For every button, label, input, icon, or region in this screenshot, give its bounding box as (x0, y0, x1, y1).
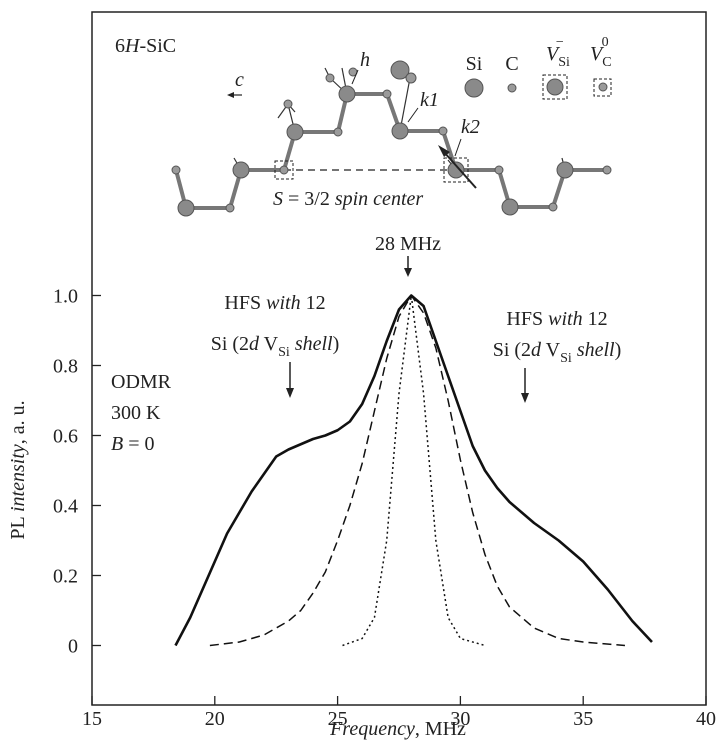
spin-arrow (438, 145, 477, 189)
atom-legend-icon (546, 78, 564, 96)
hfs-part: d (249, 333, 260, 355)
spin-part: S (273, 188, 283, 210)
hfs-part: with (548, 308, 582, 330)
hfs-part: V (259, 333, 279, 355)
hfs-part: Si (278, 345, 290, 360)
vsi-part: Si (558, 55, 570, 70)
spin-part: = 3/2 (283, 188, 335, 210)
atom-legend-label: VSi − (546, 35, 570, 70)
x-tick-label: 30 (450, 708, 470, 730)
axis-label: c (235, 69, 244, 91)
hfs-part: with (266, 292, 300, 314)
hfs-part: HFS (506, 308, 548, 330)
y-label-part: , a. u. (7, 400, 29, 444)
hfs-part: ) (615, 339, 622, 361)
condition-label: B = 0 (111, 433, 155, 455)
vc-part: V (590, 43, 605, 65)
atom-legend-label: Si (466, 53, 483, 75)
plot-area: 15 20 25 30 35 40 0 0.2 0.4 0.6 0.8 1.0 (53, 11, 716, 730)
atoms (171, 60, 612, 217)
plot-frame (91, 11, 707, 706)
hfs-label: Si (2d VSi shell) (211, 333, 340, 360)
arrow (404, 256, 412, 277)
hfs-part: 12 (301, 292, 326, 314)
y-label-part: PL (7, 512, 29, 540)
vacancy-box (274, 160, 294, 180)
material-part: 6 (115, 35, 125, 57)
hfs-part: d (531, 339, 542, 361)
spin-label: S = 3/2 spin center (273, 188, 423, 210)
material-part: -SiC (139, 35, 176, 57)
x-tick-label: 15 (82, 708, 102, 730)
atom-legend-label: VC 0 (590, 35, 612, 70)
inset: 6H-SiC c h k1 k2 S = 3/2 spin center Si … (115, 35, 612, 217)
hfs-part: Si (2 (493, 339, 531, 361)
x-tick-label: 40 (696, 708, 716, 730)
y-tick-label: 0.4 (53, 496, 78, 518)
arrow (286, 362, 294, 398)
site-pointers (351, 69, 462, 157)
site-label: k1 (420, 89, 439, 111)
hfs-label: Si (2d VSi shell) (493, 339, 622, 366)
y-tick-label: 0.8 (53, 356, 78, 378)
atom-legend-label: C (505, 53, 518, 75)
hfs-part: HFS (224, 292, 266, 314)
y-axis-label: PL intensity, a. u. (7, 400, 29, 539)
x-label-part: , MHz (415, 718, 466, 740)
hfs-part: shell (577, 339, 615, 361)
spin-part: spin center (335, 188, 424, 210)
hfs-label: HFS with 12 (506, 308, 607, 330)
hfs-part: 12 (583, 308, 608, 330)
x-axis-label: Frequency, MHz (329, 718, 466, 740)
condition-part: B (111, 433, 123, 455)
vacancy-box (443, 157, 469, 183)
y-tick-label: 0 (68, 636, 78, 658)
axis-arrow (227, 92, 242, 98)
data-line (209, 294, 626, 647)
vc-part: 0 (602, 35, 609, 50)
condition-label: 300 K (111, 402, 161, 424)
y-tick-label: 0.6 (53, 426, 78, 448)
material-part: H (124, 35, 141, 57)
peak-label: 28 MHz (375, 233, 441, 255)
material-label: 6H-SiC (115, 35, 176, 57)
vsi-part: − (556, 35, 564, 50)
hfs-part: V (541, 339, 561, 361)
y-tick-label: 1.0 (53, 286, 78, 308)
data-line (342, 294, 486, 647)
y-tick-label: 0.2 (53, 566, 78, 588)
site-label: h (360, 49, 370, 71)
x-tick-label: 35 (573, 708, 593, 730)
hfs-part: shell (295, 333, 333, 355)
atom-legend-icon (598, 82, 608, 92)
hfs-label: HFS with 12 (224, 292, 325, 314)
y-label-part: intensity (7, 444, 29, 512)
x-label-part: Frequency (329, 718, 415, 740)
vc-part: C (602, 55, 611, 70)
condition-part: = 0 (123, 433, 154, 455)
hanging-bonds (233, 67, 566, 171)
hfs-part: Si (2 (211, 333, 249, 355)
hfs-part: Si (560, 351, 572, 366)
hfs-part: ) (333, 333, 340, 355)
site-label: k2 (461, 116, 480, 138)
atom-legend-icon (464, 78, 484, 98)
atom-legend-box (542, 74, 568, 100)
atom-legend-icon (507, 83, 517, 93)
x-tick-label: 20 (205, 708, 225, 730)
arrow (521, 368, 529, 403)
x-tick-label: 25 (328, 708, 348, 730)
condition-label: ODMR (111, 371, 172, 393)
vsi-part: V (546, 43, 561, 65)
atom-legend-box (593, 78, 612, 97)
data-line (174, 294, 653, 647)
